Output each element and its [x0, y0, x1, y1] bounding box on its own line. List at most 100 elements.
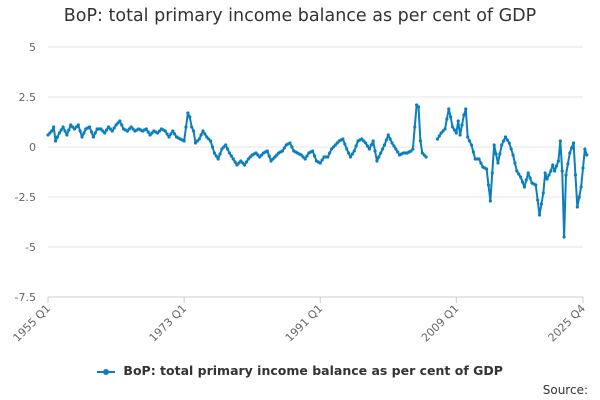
chart-title: BoP: total primary income balance as per… — [63, 6, 537, 26]
data-point — [492, 143, 496, 147]
data-point — [350, 152, 354, 156]
data-point — [524, 178, 528, 182]
source-label: Source: — [542, 383, 588, 397]
data-point — [269, 159, 273, 163]
data-point — [394, 147, 398, 151]
y-tick-label: 0 — [29, 141, 36, 154]
data-point — [411, 147, 415, 151]
data-point — [554, 164, 559, 168]
data-point — [570, 146, 574, 150]
data-point — [466, 135, 470, 139]
data-point — [452, 128, 457, 132]
data-point — [110, 129, 114, 133]
data-point — [437, 134, 441, 138]
data-point — [500, 143, 504, 147]
data-point — [360, 137, 364, 141]
data-point — [320, 158, 324, 162]
data-point — [503, 135, 508, 139]
data-point — [80, 135, 84, 139]
data-point — [229, 154, 233, 158]
data-point — [498, 152, 502, 156]
data-point — [99, 127, 103, 131]
data-point — [381, 147, 385, 151]
data-point — [105, 128, 109, 132]
data-point — [76, 123, 80, 127]
data-point — [513, 161, 517, 165]
data-point — [441, 129, 445, 133]
data-point — [543, 171, 547, 175]
data-point — [127, 127, 131, 131]
data-point — [454, 131, 458, 135]
data-point — [365, 144, 370, 148]
data-point — [396, 150, 400, 154]
data-point — [303, 157, 307, 161]
data-point — [61, 125, 65, 129]
data-point — [233, 160, 237, 164]
data-point — [424, 155, 428, 159]
data-point — [520, 180, 525, 184]
data-point — [494, 152, 498, 156]
data-point — [537, 213, 542, 217]
data-point — [120, 123, 124, 127]
data-point — [364, 141, 368, 145]
data-point — [191, 129, 196, 133]
data-point — [125, 129, 129, 133]
data-point — [549, 169, 553, 173]
data-point — [467, 139, 472, 143]
data-point — [52, 125, 56, 129]
data-point — [55, 135, 60, 139]
data-point — [545, 177, 549, 181]
data-point — [195, 139, 199, 143]
data-point — [89, 130, 94, 134]
data-point — [388, 137, 392, 141]
data-point — [469, 143, 474, 147]
data-point — [449, 115, 453, 119]
data-point — [116, 121, 120, 125]
data-point — [526, 171, 530, 175]
data-point — [354, 144, 358, 148]
data-point — [551, 163, 555, 167]
data-point — [422, 153, 426, 157]
data-point — [517, 172, 521, 176]
data-point — [352, 149, 356, 153]
data-point — [456, 119, 460, 123]
y-tick-label: 5 — [29, 41, 36, 54]
data-point — [225, 147, 230, 151]
data-point — [416, 105, 421, 109]
data-point — [505, 138, 509, 142]
data-point — [235, 163, 239, 167]
data-point — [280, 149, 285, 153]
data-point — [157, 129, 162, 133]
x-tick-label: 1991 Q1 — [283, 302, 326, 345]
legend[interactable]: BoP: total primary income balance as per… — [0, 363, 600, 378]
data-point — [541, 191, 545, 195]
data-point — [534, 183, 538, 187]
x-tick-label: 2025 Q4 — [546, 302, 589, 345]
data-point — [519, 175, 523, 179]
data-point — [82, 131, 86, 135]
data-point — [560, 169, 564, 173]
data-point — [568, 151, 572, 155]
data-point — [254, 151, 258, 155]
data-point — [515, 169, 519, 173]
data-point — [271, 157, 275, 161]
data-point — [290, 145, 294, 149]
data-point — [199, 133, 203, 137]
data-point — [331, 145, 336, 149]
data-point — [224, 143, 228, 147]
data-point — [312, 154, 317, 158]
data-point — [93, 131, 97, 135]
data-point — [201, 129, 205, 133]
data-point — [186, 111, 190, 115]
data-point — [63, 129, 67, 133]
data-point — [256, 153, 260, 157]
data-point — [502, 139, 506, 143]
data-point — [579, 185, 583, 189]
data-point — [78, 129, 82, 133]
data-point — [420, 151, 424, 155]
data-point — [379, 151, 383, 155]
data-point — [369, 143, 373, 147]
data-point — [346, 151, 351, 155]
data-point — [173, 132, 177, 136]
